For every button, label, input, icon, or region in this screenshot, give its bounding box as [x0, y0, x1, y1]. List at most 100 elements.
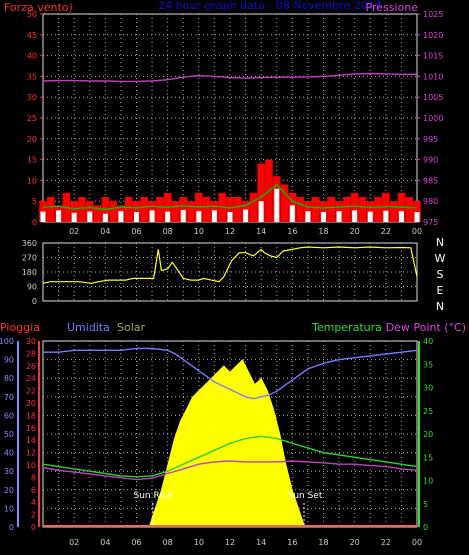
humidity-axis-label: Umidita	[67, 321, 110, 334]
wind-gust-bar	[327, 197, 336, 222]
wind-low-bar	[258, 201, 264, 222]
hour-tick-label: 20	[350, 538, 360, 547]
humidity-tick-label: 40	[4, 449, 14, 458]
wind-gust-bar	[46, 197, 55, 222]
solar-tick-label: 14	[26, 436, 36, 445]
pressure-tick-label: 985	[423, 176, 438, 185]
solar-tick-label: 22	[26, 387, 36, 396]
wind-gust-bar	[156, 197, 164, 222]
wind-gust-bar	[93, 205, 102, 222]
wind-gust-bar	[187, 201, 195, 222]
hour-tick-label: 22	[381, 227, 391, 236]
wind-gust-bar	[280, 184, 289, 222]
hour-tick-label: 04	[100, 227, 110, 236]
solar-tick-label: 18	[26, 411, 36, 420]
compass-label: S	[437, 268, 444, 281]
wind-gust-bar	[343, 197, 351, 222]
humidity-tick-label: 70	[4, 393, 14, 402]
hour-tick-label: 00	[412, 538, 422, 547]
hour-tick-label: 10	[194, 538, 204, 547]
solar-tick-label: 28	[26, 349, 36, 358]
wind-gust-bar	[78, 197, 86, 222]
wind-gust-bar	[405, 197, 414, 222]
wind-gust-bar	[389, 201, 398, 222]
wind-gust-bar	[226, 197, 234, 222]
wind-low-bar	[367, 211, 373, 222]
hour-tick-label: 20	[350, 227, 360, 236]
wind-low-bar	[227, 212, 233, 222]
pressure-tick-label: 1015	[423, 52, 443, 61]
wind-tick-label: 35	[27, 72, 37, 81]
wind-gust-bar	[132, 201, 141, 222]
wind-gust-bar	[249, 192, 258, 222]
wind-low-bar	[40, 211, 46, 222]
wind-tick-label: 40	[27, 52, 37, 61]
pressure-tick-label: 990	[423, 156, 438, 165]
wind-gust-bar	[296, 197, 304, 222]
wind-low-bar	[289, 205, 295, 222]
wind-gust-bar	[319, 201, 328, 222]
temperature-tick-label: 15	[423, 453, 433, 462]
hour-tick-label: 14	[256, 227, 266, 236]
humidity-tick-label: 90	[4, 356, 14, 365]
hour-tick-label: 02	[69, 538, 79, 547]
wind-gust-bar	[124, 197, 133, 222]
wind-low-bar	[118, 211, 124, 222]
wind-tick-label: 0	[32, 218, 37, 227]
solar-tick-label: 24	[26, 374, 36, 383]
hour-tick-label: 02	[69, 227, 79, 236]
wind-gust-bar	[311, 197, 320, 222]
wind-gust-bar	[358, 197, 367, 222]
hour-tick-label: 16	[287, 227, 297, 236]
direction-tick-label: 360	[22, 239, 37, 248]
wind-low-bar	[87, 211, 93, 222]
wind-low-bar	[383, 210, 389, 222]
direction-grid	[43, 243, 417, 301]
pressure-tick-label: 975	[423, 218, 438, 227]
sunrise-annotation: Sun Rise	[134, 491, 173, 501]
wind-low-bar	[352, 210, 358, 222]
humidity-tick-label: 80	[4, 374, 14, 383]
wind-low-bar	[243, 209, 249, 222]
solar-radiation-area	[148, 359, 306, 528]
temperature-tick-label: 20	[423, 430, 433, 439]
wind-low-bar	[305, 211, 311, 222]
bottom-series	[42, 347, 418, 528]
direction-tick-label: 180	[22, 268, 37, 277]
wind-low-bar	[134, 212, 139, 222]
humidity-tick-label: 50	[4, 430, 14, 439]
solar-tick-label: 6	[31, 486, 36, 495]
temperature-tick-label: 30	[423, 384, 433, 393]
temperature-tick-label: 25	[423, 407, 433, 416]
wind-gust-bar	[70, 201, 78, 222]
hour-tick-label: 16	[287, 538, 297, 547]
wind-pressure-series	[39, 72, 421, 222]
wind-tick-label: 10	[27, 176, 37, 185]
wind-gust-bar	[109, 201, 117, 222]
dewpoint-axis-label: Dew Point (°C)	[386, 321, 466, 334]
compass-label: N	[436, 236, 444, 249]
chart-title: 24 hour graph data - 08 Novembre 2014	[158, 0, 382, 12]
temperature-line	[42, 435, 418, 478]
humidity-line	[43, 347, 418, 400]
solar-tick-label: 20	[26, 399, 36, 408]
pressure-tick-label: 1010	[423, 72, 443, 81]
humidity-tick-label: 100	[0, 337, 14, 346]
hour-tick-label: 08	[163, 227, 173, 236]
wind-gust-bar	[179, 197, 188, 222]
wind-direction-line	[42, 246, 418, 284]
hour-tick-label: 08	[163, 538, 173, 547]
direction-tick-label: 270	[22, 254, 37, 263]
temperature-tick-label: 35	[423, 360, 433, 369]
pressure-tick-label: 1020	[423, 31, 443, 40]
temperature-tick-label: 0	[423, 523, 428, 532]
humidity-tick-label: 60	[4, 411, 14, 420]
wind-low-bar	[56, 210, 62, 222]
wind-low-bar	[211, 210, 217, 222]
wind-low-bar	[414, 212, 420, 222]
direction-tick-label: 0	[32, 297, 37, 306]
wind-tick-label: 50	[27, 10, 37, 19]
wind-low-bar	[71, 212, 77, 222]
hour-tick-label: 18	[318, 538, 328, 547]
